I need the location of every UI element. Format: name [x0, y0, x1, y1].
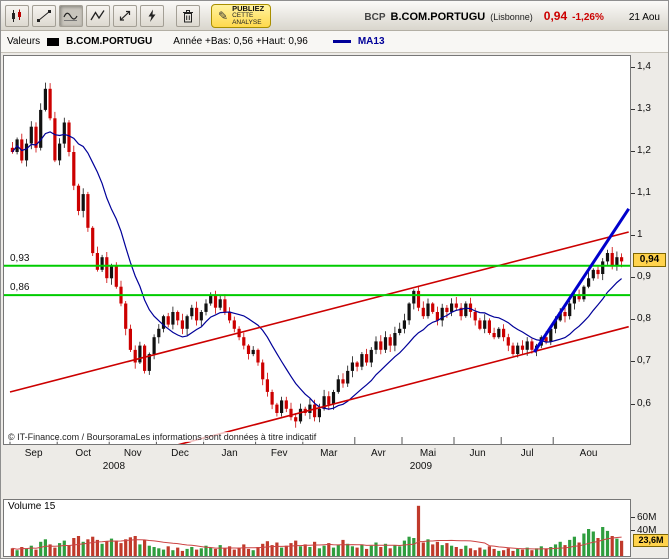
price-tick-mark [631, 277, 635, 279]
zigzag-icon [90, 9, 105, 20]
quote-header: BCP B.COM.PORTUGU (Lisbonne) 0,94 -1,26%… [364, 9, 664, 23]
level-label: 0,93 [9, 252, 31, 264]
month-label: Nov [123, 448, 142, 459]
price-tick-label: 1,1 [637, 187, 651, 199]
price-tick-label: 0,8 [637, 313, 651, 325]
ma13-label: MA13 [357, 36, 385, 47]
price-series-swatch [47, 37, 60, 46]
trash-icon [183, 9, 193, 22]
volume-ma-label: Volume 15 [8, 501, 56, 512]
price-tick-label: 0,7 [637, 355, 651, 367]
diagonal-arrows-icon [119, 10, 131, 21]
indicators-tool-button[interactable] [59, 4, 83, 27]
price-tick-label: 1,2 [637, 144, 651, 156]
legend-series-name: B.COM.PORTUGU [66, 36, 153, 47]
publish-line-3: ANALYSE [232, 19, 262, 26]
trash-tool-button[interactable] [176, 4, 200, 27]
indicator-curve-icon [63, 12, 78, 21]
exchange-name: (Lisbonne) [490, 11, 533, 22]
volume-canvas[interactable] [4, 500, 630, 556]
price-chart-panel[interactable]: 0,93 0,86 © IT-Finance.com / BoursoramaLe… [3, 55, 631, 445]
last-price: 0,94 [543, 8, 568, 23]
volume-tick-label: 60M [637, 512, 657, 524]
toolbar: ✎ PUBLIEZ CETTE ANALYSE BCP B.COM.PORTUG… [1, 1, 668, 31]
quote-date: 21 Aou [628, 11, 660, 23]
volume-axis: 60M 40M 23,6M [631, 499, 668, 557]
copyright-notice: © IT-Finance.com / BoursoramaLes informa… [8, 432, 317, 442]
ticker-symbol: BCP [364, 11, 386, 23]
price-axis: 1,4 1,3 1,2 1,1 1 0,9 0,8 0,7 0,6 0,94 [631, 55, 668, 445]
lightning-tool-button[interactable] [140, 4, 164, 27]
candlestick-chart-tool-button[interactable] [5, 4, 29, 27]
publish-button-text: PUBLIEZ CETTE ANALYSE [232, 5, 264, 26]
level-label: 0,86 [9, 282, 31, 294]
price-tick-mark [631, 150, 635, 152]
month-label: Avr [370, 448, 386, 459]
year-label: 2008 [102, 461, 126, 472]
price-tick-mark [631, 403, 635, 405]
price-tick-mark [631, 193, 635, 195]
month-label: Sep [24, 448, 43, 459]
price-change-percent: -1,26% [572, 11, 604, 23]
pointer-tool-button[interactable] [113, 4, 137, 27]
price-tick-label: 1,3 [637, 102, 651, 114]
month-label: Dec [171, 448, 189, 459]
price-tick-label: 0,9 [637, 271, 651, 283]
trendline-icon [37, 9, 51, 22]
last-price-badge: 0,94 [633, 253, 666, 268]
time-axis: Sep Oct Nov Dec Jan Fev Mar Avr Mai Jun Jul Aou 2008… [3, 445, 631, 479]
price-chart-canvas[interactable] [4, 56, 630, 444]
volume-tick-mark [631, 517, 635, 519]
month-label: Fev [270, 448, 288, 459]
year-range-info: Année +Bas: 0,56 +Haut: 0,96 [173, 36, 308, 47]
year-label: 2009 [409, 461, 433, 472]
month-label: Oct [75, 448, 91, 459]
month-label: Mar [320, 448, 338, 459]
volume-panel[interactable]: Volume 15 [3, 499, 631, 557]
price-tick-mark [631, 235, 635, 237]
publish-line-1: PUBLIEZ [232, 4, 265, 13]
month-label: Jun [469, 448, 486, 459]
publish-line-2: CETTE [232, 12, 254, 19]
month-label: Jan [221, 448, 238, 459]
instrument-name: B.COM.PORTUGU [390, 10, 486, 23]
price-tick-label: 1,4 [637, 60, 651, 72]
volume-tick-mark [631, 530, 635, 532]
month-label: Aou [579, 448, 598, 459]
values-label: Valeurs [7, 36, 41, 47]
zigzag-tool-button[interactable] [86, 4, 110, 27]
price-tick-mark [631, 361, 635, 363]
price-tick-mark [631, 319, 635, 321]
volume-tick-label: 40M [637, 525, 657, 537]
trendline-tool-button[interactable] [32, 4, 56, 27]
last-volume-badge: 23,6M [633, 533, 668, 547]
legend-bar: Valeurs B.COM.PORTUGU Année +Bas: 0,56 +… [1, 31, 668, 53]
ma13-swatch [332, 40, 351, 43]
price-tick-mark [631, 108, 635, 110]
pencil-icon: ✎ [218, 8, 229, 23]
month-label: Mai [419, 448, 437, 459]
price-tick-label: 0,6 [637, 397, 651, 409]
publish-analysis-button[interactable]: ✎ PUBLIEZ CETTE ANALYSE [211, 3, 272, 28]
price-tick-mark [631, 66, 635, 68]
lightning-icon [148, 9, 156, 22]
candlestick-icon [12, 9, 21, 22]
month-label: Jul [520, 448, 534, 459]
price-tick-label: 1 [637, 229, 643, 241]
